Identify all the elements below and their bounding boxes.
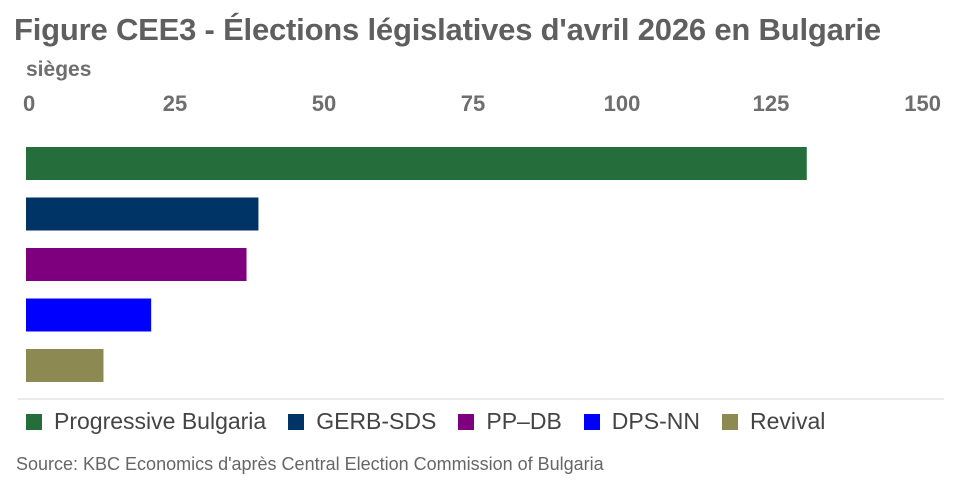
x-tick-label: 75 — [461, 91, 485, 116]
legend-label: Revival — [749, 408, 826, 434]
legend-swatch — [721, 413, 738, 430]
legend-swatch — [458, 413, 475, 430]
bar-revival — [26, 349, 104, 382]
x-tick-label: 50 — [312, 91, 336, 116]
legend-label: PP–DB — [486, 408, 562, 434]
axis-unit-label: sièges — [26, 58, 92, 81]
source-note: Source: KBC Economics d'après Central El… — [16, 454, 604, 474]
chart-title: Figure CEE3 - Élections législatives d'a… — [14, 12, 881, 47]
x-tick-label: 150 — [904, 91, 941, 116]
bar-progressive-bulgaria — [26, 147, 807, 180]
legend-item-pp-db: PP–DB — [458, 408, 562, 435]
x-tick-label: 25 — [163, 91, 187, 116]
legend-item-revival: Revival — [721, 408, 826, 435]
legend-item-progressive-bulgaria: Progressive Bulgaria — [26, 408, 266, 435]
x-tick-label: 0 — [23, 91, 35, 116]
bar-dps-nn — [26, 298, 152, 332]
legend-item-dps-nn: DPS-NN — [583, 408, 700, 435]
legend-swatch — [26, 413, 42, 430]
legend-label: DPS-NN — [611, 408, 700, 434]
bar-gerb-sds — [26, 197, 259, 231]
legend-label: Progressive Bulgaria — [54, 408, 267, 434]
bar-pp-db — [26, 248, 247, 281]
x-tick-label: 100 — [604, 91, 641, 116]
legend: Progressive Bulgaria GERB-SDS PP–DB DPS-… — [26, 408, 847, 435]
legend-swatch — [583, 413, 600, 430]
legend-label: GERB-SDS — [316, 408, 437, 434]
legend-item-gerb-sds: GERB-SDS — [288, 408, 436, 435]
x-tick-label: 125 — [753, 91, 790, 116]
legend-swatch — [288, 413, 305, 430]
